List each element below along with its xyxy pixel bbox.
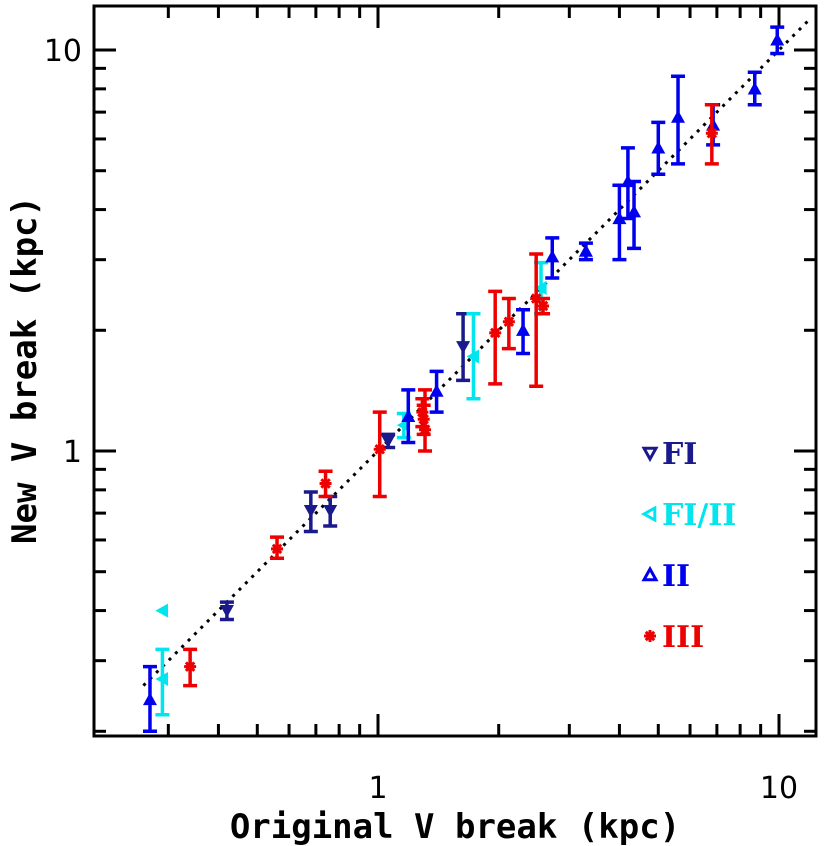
point-fi-0 — [220, 602, 234, 619]
point-fi-ii-1 — [155, 649, 169, 714]
marker-ii-3 — [516, 323, 530, 336]
legend-marker-fi-ii — [644, 508, 655, 520]
point-fi-ii-3 — [466, 314, 480, 399]
y-axis-title: New V break (kpc) — [5, 196, 45, 544]
marker-iii-2 — [320, 477, 332, 489]
marker-fi-ii-0 — [155, 604, 168, 618]
marker-ii-0 — [143, 693, 157, 706]
point-ii-9 — [651, 122, 665, 174]
marker-ii-13 — [770, 33, 784, 46]
point-iii-1 — [270, 537, 284, 558]
point-ii-5 — [579, 243, 593, 260]
point-iii-8 — [502, 299, 516, 349]
legend-marker-iii — [644, 630, 656, 642]
y-tick-label-1: 1 — [63, 435, 82, 470]
marker-iii-10 — [537, 300, 549, 312]
point-fi-4 — [456, 314, 470, 381]
legend: FI FI/II II III — [644, 437, 736, 655]
legend-label-ii: II — [662, 559, 690, 594]
marker-ii-5 — [579, 244, 593, 257]
x-axis-title: Original V break (kpc) — [230, 807, 680, 846]
x-tick-label-1: 1 — [368, 771, 387, 806]
point-ii-6 — [612, 185, 626, 259]
marker-iii-6 — [418, 413, 430, 425]
legend-label-fi: FI — [662, 437, 697, 472]
point-iii-3 — [373, 412, 387, 496]
point-fi-ii-0 — [155, 604, 168, 618]
point-iii-7 — [488, 291, 502, 383]
legend-label-fi-ii: FI/II — [662, 498, 736, 533]
scatter-chart: 1 10 1 10 Original V break (kpc) New V b… — [0, 0, 830, 846]
legend-item-ii: II — [644, 559, 690, 594]
legend-item-fi-ii: FI/II — [644, 498, 736, 533]
marker-fi-4 — [456, 341, 470, 354]
point-ii-3 — [516, 310, 530, 354]
legend-marker-ii — [644, 569, 656, 580]
legend-label-iii: III — [662, 620, 704, 655]
y-tick-label-10: 10 — [44, 34, 82, 69]
point-ii-13 — [770, 27, 784, 53]
marker-ii-12 — [748, 82, 762, 95]
marker-ii-10 — [671, 110, 685, 123]
point-ii-2 — [430, 371, 444, 412]
legend-item-fi: FI — [644, 437, 697, 472]
marker-fi-2 — [323, 505, 337, 518]
point-ii-0 — [143, 667, 157, 732]
marker-iii-3 — [374, 443, 386, 455]
marker-iii-0 — [184, 661, 196, 673]
point-ii-12 — [748, 72, 762, 105]
marker-iii-1 — [271, 543, 283, 555]
point-ii-10 — [671, 76, 685, 164]
marker-ii-4 — [545, 250, 559, 263]
legend-item-iii: III — [644, 620, 704, 655]
marker-fi-0 — [220, 605, 234, 618]
marker-ii-9 — [651, 141, 665, 154]
marker-iii-8 — [503, 316, 515, 328]
legend-marker-fi — [644, 448, 656, 459]
point-iii-0 — [183, 649, 197, 685]
point-fi-2 — [323, 497, 337, 527]
point-iii-11 — [705, 105, 719, 164]
point-iii-2 — [319, 471, 333, 496]
x-tick-label-10: 10 — [760, 771, 798, 806]
